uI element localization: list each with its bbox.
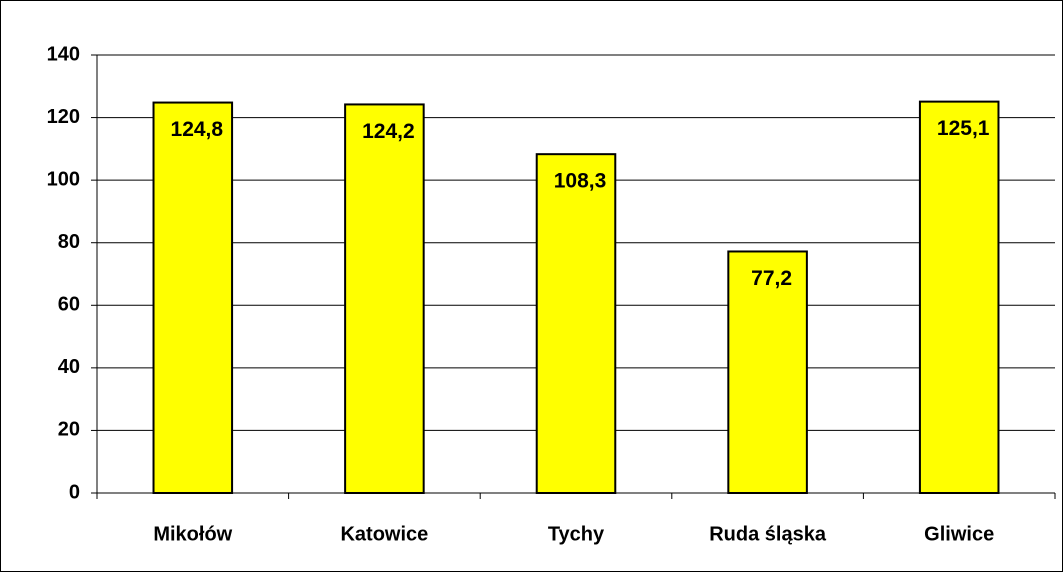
y-tick-label: 120 [47, 106, 80, 128]
bar [727, 250, 808, 494]
y-tick-label: 60 [58, 294, 80, 316]
x-tick-label: Ruda śląska [709, 523, 827, 545]
x-tick-label: Tychy [548, 523, 605, 545]
x-tick-label: Mikołów [153, 523, 232, 545]
y-tick-label: 40 [58, 356, 80, 378]
data-label: 77,2 [751, 267, 792, 290]
y-tick-label: 80 [58, 231, 80, 253]
bar [152, 101, 234, 494]
data-label: 108,3 [554, 170, 607, 193]
data-label: 124,8 [171, 118, 224, 141]
y-tick-label: 100 [47, 168, 80, 190]
data-label: 124,2 [362, 120, 415, 143]
y-tick-label: 140 [47, 43, 80, 65]
data-label: 125,1 [937, 117, 990, 140]
bar [918, 100, 1000, 494]
bar [344, 103, 425, 494]
bar [535, 153, 617, 494]
y-tick-label: 20 [58, 419, 80, 441]
x-tick-label: Katowice [340, 523, 428, 545]
x-tick-label: Gliwice [924, 523, 994, 545]
y-tick-label: 0 [69, 481, 80, 503]
